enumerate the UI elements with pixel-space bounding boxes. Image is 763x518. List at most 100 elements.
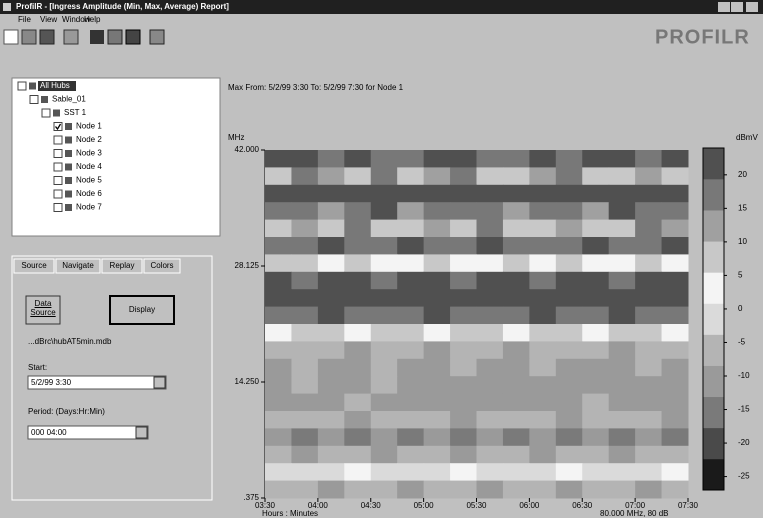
colorbar-tick-label: -5 — [738, 338, 746, 347]
minimize-button[interactable] — [718, 2, 730, 12]
heatmap-cell — [397, 202, 424, 220]
chart-icon[interactable] — [108, 30, 122, 44]
heatmap-cell — [397, 394, 424, 412]
heatmap-cell — [450, 150, 477, 168]
menu-item[interactable]: View — [40, 15, 57, 24]
heatmap-cell — [450, 394, 477, 412]
heatmap-cell — [291, 481, 318, 499]
app-icon — [3, 3, 11, 11]
tree-icon — [65, 137, 72, 144]
tree-icon — [65, 204, 72, 211]
window-title: ProfilR - [Ingress Amplitude (Min, Max, … — [16, 2, 229, 11]
tree-checkbox[interactable] — [54, 204, 62, 212]
heatmap-cell — [344, 289, 371, 307]
tab-label[interactable]: Colors — [150, 261, 173, 270]
maximize-button[interactable] — [731, 2, 743, 12]
x-tick-label: 04:00 — [308, 501, 329, 510]
button-label[interactable]: Display — [129, 305, 155, 314]
tree-label[interactable]: SST 1 — [64, 108, 87, 117]
heatmap-cell — [582, 341, 609, 359]
tree-checkbox[interactable] — [30, 96, 38, 104]
heatmap-cell — [635, 307, 662, 325]
tree-label[interactable]: Node 2 — [76, 135, 102, 144]
tree-checkbox[interactable] — [54, 136, 62, 144]
tree-checkbox[interactable] — [18, 82, 26, 90]
heatmap-cell — [503, 220, 530, 238]
tree-label[interactable]: Node 5 — [76, 176, 102, 185]
heatmap-cell — [635, 359, 662, 377]
tree-label[interactable]: Node 1 — [76, 122, 102, 131]
tab-label[interactable]: Replay — [110, 261, 135, 270]
heatmap-cell — [529, 428, 556, 446]
x-tick-label: 07:00 — [625, 501, 646, 510]
heatmap-cell — [265, 463, 292, 481]
tab-label[interactable]: Navigate — [62, 261, 94, 270]
heatmap-cell — [529, 220, 556, 238]
list-icon[interactable] — [90, 30, 104, 44]
y-tick-label: 14.250 — [235, 377, 260, 386]
heatmap-cell — [424, 237, 451, 255]
menu-item[interactable]: File — [18, 15, 31, 24]
tree-checkbox[interactable] — [54, 150, 62, 158]
heatmap-cell — [450, 272, 477, 290]
new-icon[interactable] — [4, 30, 18, 44]
tree-checkbox[interactable] — [54, 163, 62, 171]
heatmap-cell — [344, 428, 371, 446]
heatmap-cell — [635, 324, 662, 342]
heatmap-cell — [371, 254, 398, 272]
menu-item[interactable]: Help — [84, 15, 101, 24]
app-window: ProfilR - [Ingress Amplitude (Min, Max, … — [0, 0, 763, 518]
heatmap-cell — [662, 376, 689, 394]
tree-label[interactable]: Node 6 — [76, 189, 102, 198]
heatmap-cell — [318, 202, 345, 220]
heatmap-cell — [450, 167, 477, 185]
period-value[interactable]: 000 04:00 — [31, 428, 67, 437]
heatmap-cell — [477, 359, 504, 377]
open-icon[interactable] — [22, 30, 36, 44]
heatmap-cell — [609, 220, 636, 238]
heatmap-cell — [556, 220, 583, 238]
heatmap-cell — [318, 359, 345, 377]
heatmap-cell — [503, 150, 530, 168]
tree-checkbox[interactable] — [54, 177, 62, 185]
report-icon[interactable] — [150, 30, 164, 44]
heatmap-cell — [397, 481, 424, 499]
page: ProfilR - [Ingress Amplitude (Min, Max, … — [0, 0, 763, 518]
tree-label[interactable]: Node 3 — [76, 149, 102, 158]
tree-label[interactable]: All Hubs — [40, 81, 70, 90]
tree-checkbox[interactable] — [42, 109, 50, 117]
colorbar-band — [703, 428, 724, 459]
save-icon[interactable] — [40, 30, 54, 44]
heatmap-cell — [503, 481, 530, 499]
tree-label[interactable]: Node 4 — [76, 162, 102, 171]
heatmap-cell — [477, 220, 504, 238]
heatmap-cell — [397, 150, 424, 168]
heatmap-cell — [450, 254, 477, 272]
tab-label[interactable]: Source — [21, 261, 47, 270]
heatmap-cell — [424, 307, 451, 325]
start-value[interactable]: 5/2/99 3:30 — [31, 378, 72, 387]
colorbar-tick-label: 20 — [738, 170, 747, 179]
heatmap-cell — [609, 272, 636, 290]
dropdown-button[interactable] — [154, 377, 165, 388]
heatmap-cell — [503, 289, 530, 307]
tree-icon — [53, 110, 60, 117]
print-icon[interactable] — [64, 30, 78, 44]
tree-label[interactable]: Sable_01 — [52, 95, 86, 104]
heatmap-cell — [662, 359, 689, 377]
cursor-icon[interactable] — [126, 30, 140, 44]
heatmap-cell — [635, 411, 662, 429]
heatmap-cell — [635, 341, 662, 359]
button-label[interactable]: Data Source — [26, 299, 60, 317]
close-button[interactable] — [746, 2, 758, 12]
heatmap-cell — [291, 202, 318, 220]
heatmap-cell — [424, 185, 451, 203]
heatmap-cell — [582, 463, 609, 481]
heatmap-cell — [556, 202, 583, 220]
heatmap-cell — [662, 237, 689, 255]
tree-label[interactable]: Node 7 — [76, 203, 102, 212]
heatmap-cell — [529, 376, 556, 394]
dropdown-button[interactable] — [136, 427, 147, 438]
tree-checkbox[interactable] — [54, 190, 62, 198]
heatmap-cell — [265, 150, 292, 168]
